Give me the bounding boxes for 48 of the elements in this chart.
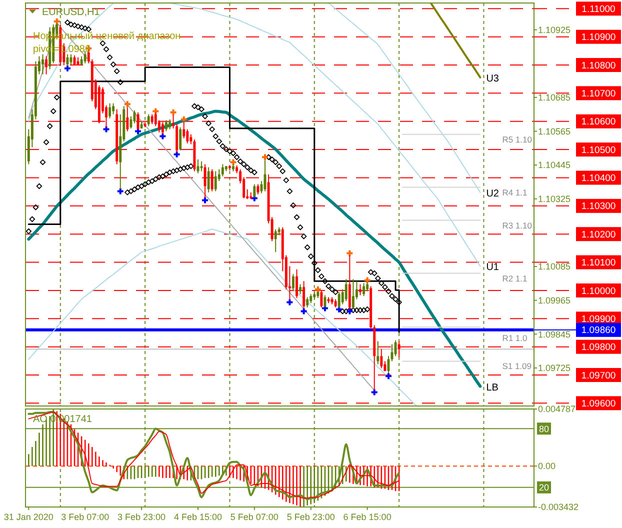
ref-line-label: 1.10200 [581,229,616,240]
y-tick-label: 1.10445 [538,160,571,170]
y2-tick-label: 80 [538,424,550,434]
x-tick-label: 31 Jan 2020 [4,512,54,522]
ref-line-label: 1.10900 [581,32,616,44]
ref-line-label: 1.10800 [581,60,616,72]
y-tick-label: -0.003432 [538,502,579,512]
ref-line-label: 1.10100 [581,258,616,269]
text: R3 1.10 [502,220,532,230]
ref-line-label: 1.11000 [582,4,616,15]
x-tick-label: 3 Feb 07:00 [61,512,110,522]
y-tick-label: 1.10085 [538,262,571,272]
text: R5 1.10 [502,134,532,144]
x-tick-label: 5 Feb 23:00 [286,512,335,522]
x-tick-label: 4 Feb 15:00 [174,512,222,522]
series-label: LB [486,382,499,394]
y-tick-label: 1.10565 [538,126,571,136]
x-tick-label: 6 Feb 15:00 [343,512,392,522]
y-tick-label: 1.10925 [538,24,571,35]
ref-line-label: 1.10300 [581,201,616,212]
text: R2 1.1 [502,273,528,284]
ref-line-label: 1.10500 [581,144,616,156]
ref-line-label: 1.09900 [581,314,616,325]
ref-line-label: 1.09800 [581,342,616,354]
y-tick-label: 1.10685 [538,92,571,103]
x-tick-label: 3 Feb 23:00 [118,512,166,522]
text: S1 1.09 [502,361,532,372]
series-label: U1 [486,262,500,274]
text: R1 1.0 [502,333,528,344]
series-label: U2 [486,188,500,200]
y2-tick-label: 20 [538,482,550,493]
chart-title: EURUSD,H1 [42,7,100,18]
y-tick-label: 1.10325 [538,194,571,204]
ref-line-label: 1.09700 [581,370,616,382]
series-label: U3 [486,73,500,84]
ref-line-label: 1.10700 [581,88,616,100]
y-tick-label: 0.00 [538,461,556,472]
ref-line-label: 1.09860 [581,325,616,336]
x-tick-label: 5 Feb 07:00 [230,512,278,522]
ref-line-label: 1.09600 [581,398,616,410]
y-tick-label: 1.09725 [538,363,571,374]
ref-line-label: 1.10000 [581,286,616,297]
y-tick-label: 0.004787 [538,404,576,414]
text: R4 1.1 [502,187,528,198]
ref-line-label: 1.10400 [581,173,616,184]
y-tick-label: 1.09965 [538,295,571,306]
ref-line-label: 1.10600 [581,116,616,128]
y-tick-label: 1.09845 [538,329,571,340]
